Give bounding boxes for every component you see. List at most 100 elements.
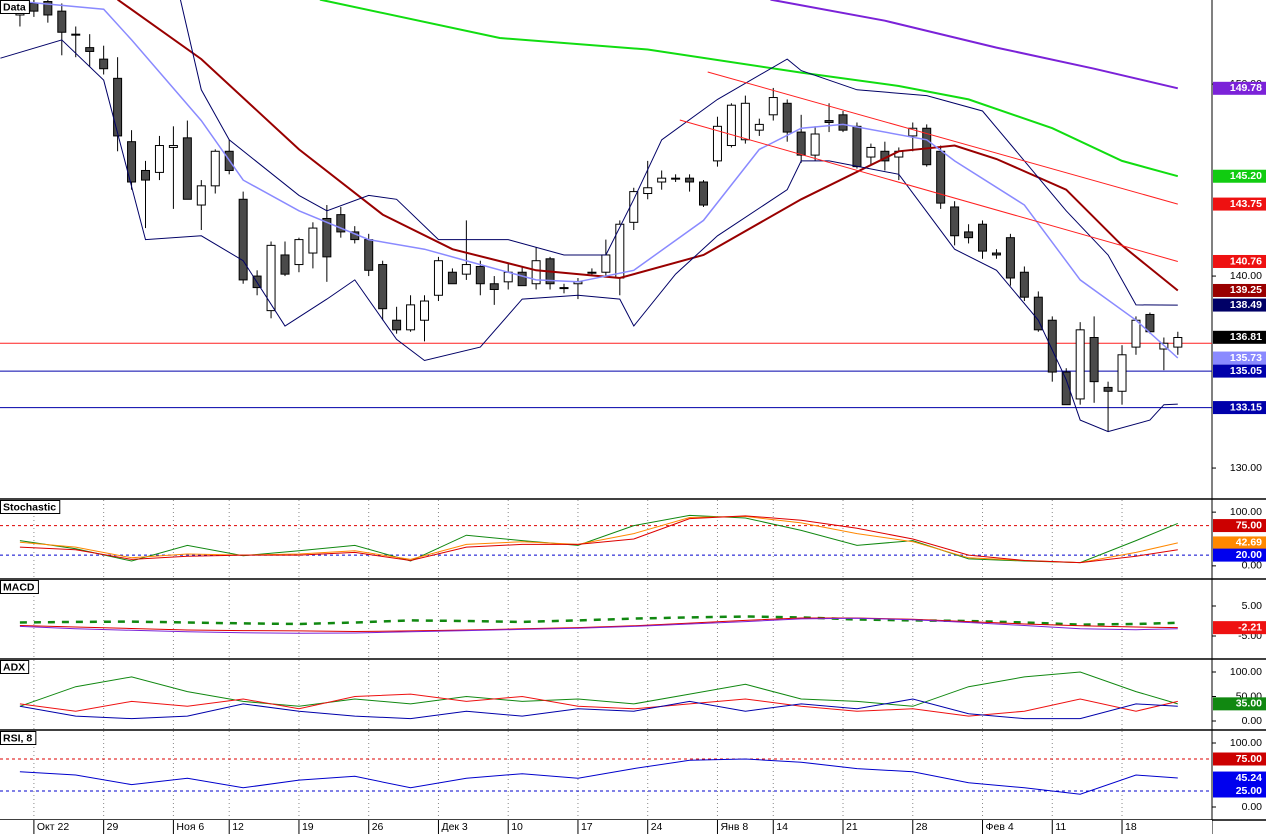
price-label-box [1213,697,1266,711]
y-tick-label: 100.00 [1230,666,1262,678]
indicator-line [19,698,1178,720]
price-label-box [1213,536,1266,550]
candle-body [531,260,541,285]
candle-body [1089,337,1099,383]
x-tick-label: 18 [1125,821,1137,833]
candle-body [420,300,430,321]
y-tick-label: 100.00 [1230,737,1262,749]
indicator-line [19,515,1178,564]
indicator-line [117,0,1179,292]
indicator-line [679,119,1178,262]
candle-body [712,125,722,162]
candle-body [461,264,471,275]
panel-title-box [0,580,39,594]
y-tick-label: 100.00 [1230,506,1262,518]
price-label-box [1213,283,1266,297]
candle-body [768,97,778,116]
price-label: 139.25 [1230,284,1262,296]
candle-body [796,131,806,156]
price-label: 136.81 [1230,331,1262,343]
candle-body [141,169,151,181]
indicator-line [770,0,1179,90]
candle-body [824,120,834,123]
price-label: -2.21 [1238,621,1262,633]
x-tick-label: 21 [846,821,858,833]
candle-body [29,2,39,12]
x-tick-label: 12 [232,821,244,833]
candle-body [991,252,1001,256]
candle-body [322,217,332,258]
indicator-line [19,0,1179,359]
panel-title: MACD [3,581,35,593]
candle-body [57,10,67,33]
panel-title-box [0,731,37,745]
x-tick-label: Ноя 6 [176,821,204,833]
candle-body [364,239,374,271]
candle-body [1019,271,1029,298]
x-tick-label: Дек 3 [441,821,467,833]
candle-body [238,198,248,281]
candle-body [685,177,695,183]
x-tick-label: Фев 4 [986,821,1014,833]
candle-body [754,123,764,131]
candle-body [71,33,81,36]
candle-body [740,102,750,141]
x-axis-background [0,820,1212,834]
indicator-line [19,671,1178,707]
candle-body [433,260,443,296]
candle-body [852,125,862,168]
price-label: 75.00 [1236,753,1262,765]
candle-body [810,133,820,156]
price-label: 42.69 [1236,537,1262,549]
price-label-box [1213,401,1266,415]
candle-body [447,271,457,285]
candle-body [168,145,178,148]
y-tick-label: 0.00 [1242,560,1263,572]
indicator-line [19,758,1178,795]
candle-body [1047,319,1057,373]
price-label-box [1213,351,1266,365]
x-tick-label: 19 [302,821,314,833]
price-label: 145.20 [1230,170,1262,182]
candle-body [726,104,736,147]
indicator-line [0,39,1178,433]
price-label: 135.05 [1230,365,1262,377]
indicator-line [707,71,1178,205]
candle-body [643,187,653,195]
candle-body [1033,296,1043,331]
candle-body [978,223,988,252]
candle-body [294,239,304,266]
candle-body [1061,371,1071,406]
candle-body [629,191,639,223]
price-label: 140.76 [1230,255,1262,267]
axis-background [1212,660,1266,729]
price-label-box [1213,364,1266,378]
candle-body [489,283,499,291]
candle-body [908,127,918,137]
y-tick-label: 140.00 [1230,270,1262,282]
axis-background [1212,580,1266,658]
x-tick-label: 14 [776,821,788,833]
candle-body [406,304,416,331]
candle-body [1173,337,1183,348]
panel-title-box [0,500,61,514]
x-tick-label: Окт 22 [37,821,69,833]
price-label: 135.73 [1230,352,1262,364]
candle-body [475,265,485,285]
candle-body [699,181,709,206]
price-label: 25.00 [1236,785,1262,797]
price-label: 138.49 [1230,299,1262,311]
x-tick-label: 10 [511,821,523,833]
price-label-box [1213,298,1266,312]
indicator-line [19,693,1178,717]
candle-body [1103,386,1113,392]
candle-body [113,77,123,137]
y-tick-label: 5.00 [1242,600,1263,612]
indicator-line [179,0,1178,306]
candle-body [657,177,667,183]
candle-body [782,102,792,133]
candle-body [196,185,206,206]
indicator-line [19,617,1178,633]
price-label-box [1213,752,1266,766]
candle-body [1131,319,1141,348]
